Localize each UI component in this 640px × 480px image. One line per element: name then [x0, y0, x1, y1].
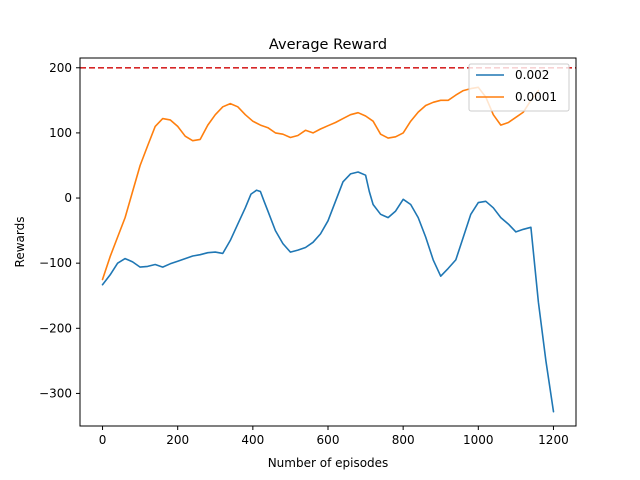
y-tick-label: 100 — [49, 126, 72, 140]
series-line-2 — [101, 86, 540, 281]
y-tick-label: 200 — [49, 61, 72, 75]
x-tick-label: 1000 — [463, 433, 494, 447]
x-tick-label: 800 — [392, 433, 415, 447]
legend: 0.002 0.0001 — [468, 63, 570, 112]
y-axis-label: Rewards — [13, 217, 27, 268]
x-axis-label: Number of episodes — [268, 456, 389, 470]
x-tick-label: 600 — [317, 433, 340, 447]
x-tick-label: 0 — [99, 433, 107, 447]
legend-label-series-1: 0.002 — [515, 68, 549, 82]
y-tick-label: 0 — [64, 191, 72, 205]
axis-ticks: 0 200 400 600 800 1000 1200 −300 −200 −100 0 100 200 — [39, 61, 569, 447]
legend-label-series-2: 0.0001 — [515, 90, 557, 104]
x-tick-label: 1200 — [538, 433, 569, 447]
x-tick-label: 200 — [166, 433, 189, 447]
plot-frame — [79, 57, 577, 427]
plot-area — [79, 57, 577, 427]
x-tick-label: 400 — [241, 433, 264, 447]
chart-title: Average Reward — [269, 37, 387, 53]
y-tick-label: −300 — [39, 386, 72, 400]
y-tick-label: −200 — [39, 321, 72, 335]
y-tick-label: −100 — [39, 256, 72, 270]
series-line-1 — [101, 171, 555, 413]
